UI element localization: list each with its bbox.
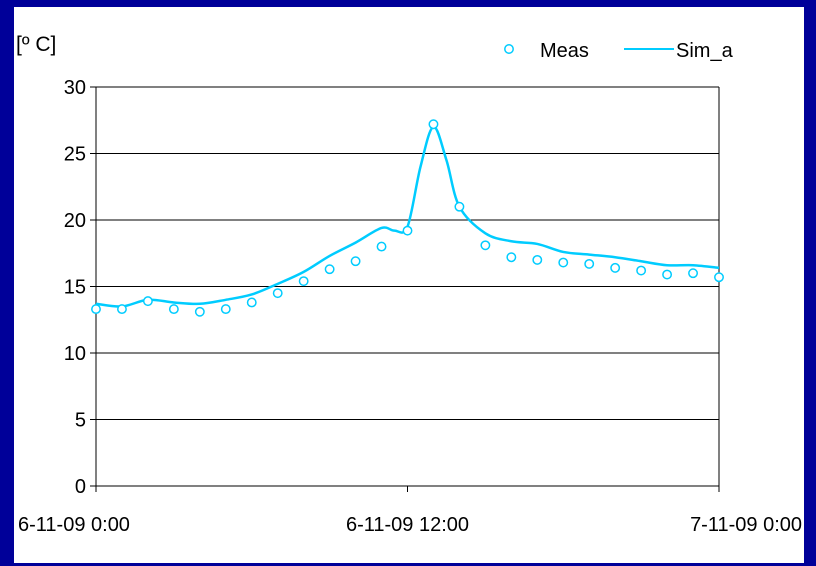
data-point-meas	[402, 225, 413, 236]
data-point-meas	[220, 304, 231, 315]
x-tick-label: 6-11-09 0:00	[18, 514, 130, 536]
series-line-sim-a	[95, 125, 720, 308]
data-point-meas	[428, 119, 439, 130]
data-point-meas	[610, 262, 621, 273]
data-point-meas	[350, 256, 361, 267]
data-point-meas	[532, 254, 543, 265]
data-point-meas	[194, 306, 205, 317]
y-tick-label: 25	[64, 144, 86, 166]
data-point-meas	[506, 252, 517, 263]
legend-label-sim-a: Sim_a	[676, 40, 734, 62]
y-tick-label: 10	[64, 343, 86, 365]
data-point-meas	[117, 304, 127, 315]
grid-lines	[96, 86, 719, 420]
legend: Meas Sim_a	[504, 40, 734, 62]
x-tick-label: 7-11-09 0:00	[690, 514, 802, 536]
data-point-meas	[272, 288, 283, 299]
data-point-meas	[714, 272, 724, 283]
data-point-meas	[168, 304, 179, 315]
data-point-meas	[324, 264, 335, 275]
y-tick-labels: 0 5 10 15 20 25 30	[64, 77, 86, 498]
data-point-meas	[298, 276, 309, 287]
y-tick-label: 0	[75, 476, 86, 498]
data-point-meas	[636, 265, 647, 276]
data-point-meas	[662, 269, 673, 280]
y-tick-label: 20	[64, 210, 86, 232]
y-tick-label: 15	[64, 277, 86, 299]
x-tick-label: 6-11-09 12:00	[346, 514, 469, 536]
legend-label-meas: Meas	[540, 40, 589, 62]
data-point-meas	[91, 304, 101, 315]
data-point-meas	[688, 268, 698, 279]
data-point-meas	[584, 258, 595, 269]
x-tick-labels: 6-11-09 0:00 6-11-09 12:00 7-11-09 0:00	[18, 514, 802, 536]
data-point-meas	[142, 296, 153, 307]
y-tick-label: 30	[64, 77, 86, 99]
plot-area	[91, 119, 724, 317]
axes	[90, 86, 720, 492]
y-axis-label: [º C]	[16, 33, 56, 56]
y-tick-label: 5	[75, 410, 86, 432]
data-point-meas	[558, 257, 569, 268]
data-point-meas	[376, 241, 387, 252]
data-point-meas	[480, 240, 491, 251]
data-point-meas	[246, 297, 257, 308]
chart: 0 5 10 15 20 25 30 6-11-09 0:00 6-11-09 12:00 7-…	[16, 33, 802, 536]
chart-panel: 0 5 10 15 20 25 30 6-11-09 0:00 6-11-09 12:00 7-…	[14, 7, 804, 563]
legend-marker-meas	[504, 44, 514, 54]
data-point-meas	[454, 201, 465, 212]
